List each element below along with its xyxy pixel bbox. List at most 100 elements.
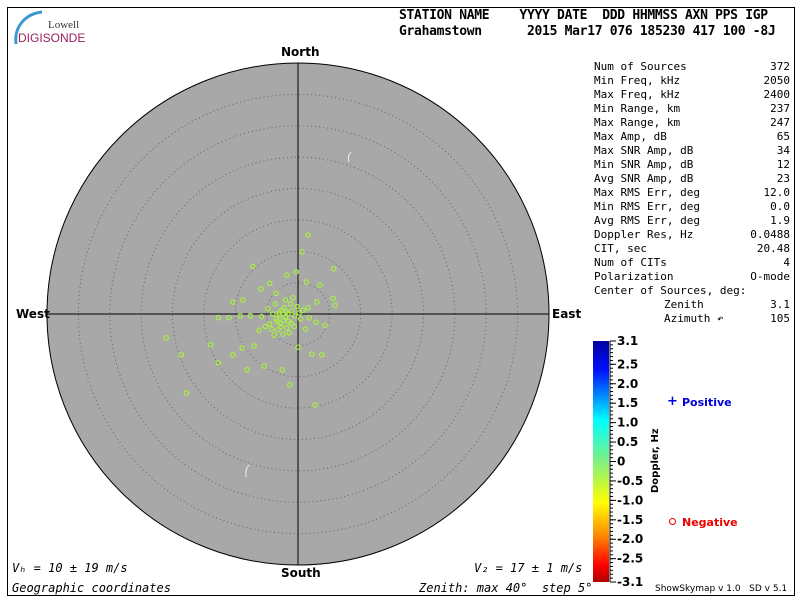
source-point bbox=[292, 313, 298, 319]
stat-value: 20.48 bbox=[756, 242, 790, 255]
source-point bbox=[302, 326, 309, 332]
source-point bbox=[288, 308, 295, 314]
source-point bbox=[290, 294, 296, 301]
source-point bbox=[258, 286, 264, 292]
source-point bbox=[265, 306, 271, 312]
east-label: East bbox=[552, 307, 582, 321]
colorbar-tick-label: -0.5 bbox=[617, 474, 643, 488]
vh-note: Vₕ = 10 ± 19 m/s bbox=[12, 561, 128, 575]
source-point bbox=[226, 314, 232, 321]
stat-row: Max Amp, dB 65 bbox=[594, 130, 790, 144]
header-labels: STATION NAME YYYY DATE DDD HHMMSS AXN PP… bbox=[399, 8, 768, 23]
source-point bbox=[296, 309, 303, 316]
source-point bbox=[319, 351, 325, 358]
source-point bbox=[266, 280, 273, 287]
source-point bbox=[258, 313, 265, 320]
stat-row: CIT, sec 20.48 bbox=[594, 242, 790, 256]
center-azimuth: Azimuth ↶ 105 bbox=[664, 312, 790, 325]
stat-label: CIT, sec bbox=[594, 242, 647, 255]
source-point bbox=[183, 390, 190, 396]
source-point bbox=[278, 307, 285, 314]
legend-positive: Positive bbox=[682, 396, 732, 409]
logo-line1: Lowell bbox=[48, 19, 80, 31]
colorbar-tick-label: -3.1 bbox=[617, 575, 643, 589]
colorbar-tick-label: -2.0 bbox=[617, 532, 643, 546]
colorbar-label: Doppler, Hz bbox=[650, 428, 661, 493]
source-point bbox=[283, 325, 290, 331]
stat-value: 0.0488 bbox=[750, 228, 790, 241]
source-point bbox=[298, 249, 305, 255]
stat-row: Max Range, km 247 bbox=[594, 116, 790, 130]
north-label: North bbox=[281, 45, 320, 59]
source-point bbox=[322, 322, 328, 329]
stat-label: Num of Sources bbox=[594, 60, 687, 73]
stat-label: Min Range, km bbox=[594, 102, 681, 115]
stat-label: Min SNR Amp, dB bbox=[594, 158, 694, 171]
stat-label: Max Freq, kHz bbox=[594, 88, 681, 101]
source-point bbox=[280, 317, 287, 324]
legend-negative-icon bbox=[669, 518, 676, 525]
stat-label: Max Amp, dB bbox=[594, 130, 667, 143]
stat-label: Min RMS Err, deg bbox=[594, 200, 700, 213]
stat-row: Max Freq, kHz 2400 bbox=[594, 88, 790, 102]
stat-row: Num of CITs 4 bbox=[594, 256, 790, 270]
artifact-mark bbox=[245, 464, 250, 478]
legend-negative: Negative bbox=[682, 516, 738, 529]
source-point bbox=[305, 304, 311, 311]
source-point bbox=[332, 302, 338, 309]
coords-note: Geographic coordinates bbox=[12, 581, 171, 595]
source-point bbox=[271, 332, 277, 339]
stat-label: Num of CITs bbox=[594, 256, 667, 269]
stat-row: Min SNR Amp, dB 12 bbox=[594, 158, 790, 172]
west-label: West bbox=[16, 307, 50, 321]
source-point bbox=[268, 326, 275, 332]
stat-value: 65 bbox=[776, 130, 790, 143]
source-point bbox=[215, 360, 222, 366]
source-point bbox=[293, 303, 300, 310]
stat-label: Doppler Res, Hz bbox=[594, 228, 694, 241]
stat-label: Max RMS Err, deg bbox=[594, 186, 700, 199]
lowell-digisonde-logo: Lowell DIGISONDE bbox=[10, 10, 90, 46]
stats-panel: Num of Sources 372 Min Freq, kHz 2050 Max Fr… bbox=[594, 60, 790, 326]
header-values: 2015 Mar17 076 185230 417 100 -8J bbox=[527, 24, 776, 39]
legend-positive-icon: + bbox=[667, 394, 678, 409]
colorbar-tick-label: -2.5 bbox=[617, 552, 643, 566]
source-point bbox=[278, 323, 284, 330]
source-point bbox=[251, 343, 257, 349]
stat-label: Avg SNR Amp, dB bbox=[594, 172, 694, 185]
stat-row: Min RMS Err, deg 0.0 bbox=[594, 200, 790, 214]
vz-note: V₂ = 17 ± 1 m/s bbox=[474, 561, 583, 575]
source-point bbox=[305, 232, 311, 238]
stat-value: 4 bbox=[783, 256, 790, 269]
source-point bbox=[270, 311, 276, 317]
colorbar-tick-label: 1.5 bbox=[617, 396, 638, 410]
stat-label: Min Freq, kHz bbox=[594, 74, 681, 87]
version-label: ShowSkymap v 1.0 SD v 5.1 bbox=[655, 584, 788, 594]
stat-label: Avg RMS Err, deg bbox=[594, 214, 700, 227]
colorbar-tick-label: 3.1 bbox=[617, 334, 638, 348]
stat-row: Doppler Res, Hz 0.0488 bbox=[594, 228, 790, 242]
source-point bbox=[239, 345, 245, 351]
colorbar-tick-label: 2.0 bbox=[617, 377, 638, 391]
source-point bbox=[287, 301, 294, 307]
source-point bbox=[297, 316, 304, 322]
zenith-note: Zenith: max 40° step 5° bbox=[419, 581, 593, 595]
source-point bbox=[273, 290, 279, 297]
source-point bbox=[283, 309, 289, 315]
logo-line2: DIGISONDE bbox=[18, 31, 86, 45]
source-point bbox=[163, 335, 170, 341]
stat-value: O-mode bbox=[750, 270, 790, 283]
plot-frame bbox=[7, 7, 795, 596]
stat-row: Num of Sources 372 bbox=[594, 60, 790, 74]
source-point bbox=[215, 314, 222, 321]
source-point bbox=[300, 307, 306, 314]
logo-arc-icon bbox=[14, 10, 43, 45]
doppler-colorbar bbox=[593, 341, 609, 582]
source-point bbox=[237, 313, 244, 319]
stat-row: Avg RMS Err, deg 1.9 bbox=[594, 214, 790, 228]
source-point bbox=[279, 367, 286, 373]
source-point bbox=[330, 266, 337, 272]
colorbar-tick-label: -1.5 bbox=[617, 513, 643, 527]
source-point bbox=[303, 279, 309, 285]
